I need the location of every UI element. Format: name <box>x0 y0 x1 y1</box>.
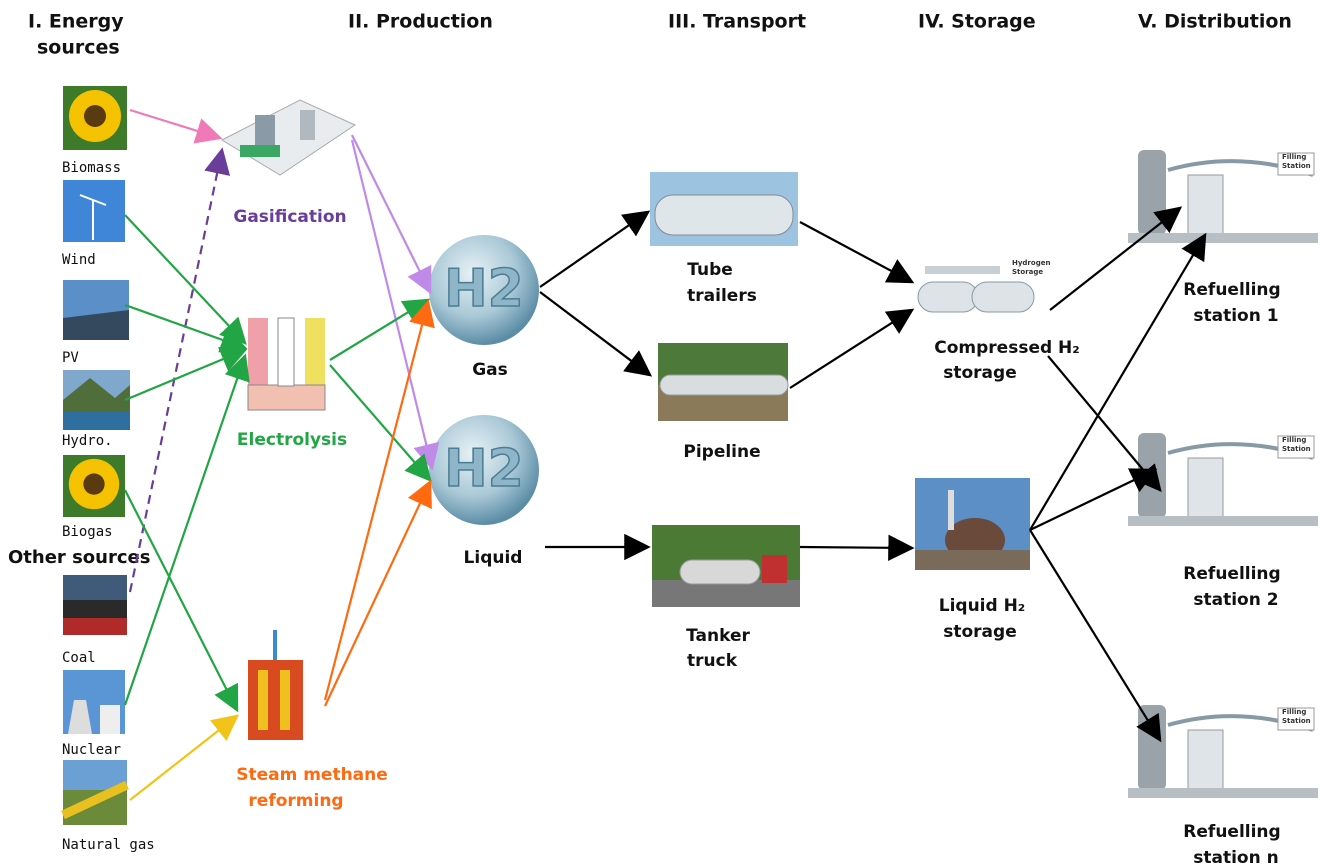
h2-gas-sphere <box>429 235 539 345</box>
arrow <box>124 489 239 713</box>
arrow <box>1029 529 1162 743</box>
tank-sign: Hydrogen <box>1012 259 1050 267</box>
station-sign: Filling <box>1282 153 1306 161</box>
station-label: Refuelling <box>1183 564 1280 584</box>
storage-label: Compressed H₂ <box>934 338 1079 358</box>
arrow <box>324 479 432 707</box>
liquid-storage-icon <box>915 478 1030 570</box>
process-label: Gasification <box>233 207 346 227</box>
storage-label: storage <box>943 363 1016 383</box>
state-label: Liquid <box>464 548 523 568</box>
arrow <box>1047 355 1162 493</box>
source-label: Natural gas <box>62 837 155 853</box>
transport-label: Tanker <box>686 626 750 646</box>
arrow <box>799 221 915 284</box>
arrow <box>789 308 915 389</box>
header: II. Production <box>348 11 493 33</box>
station-sign: Station <box>1282 717 1311 725</box>
arrow <box>123 353 250 706</box>
natural-gas-icon <box>61 760 129 825</box>
arrow <box>129 714 240 801</box>
arrows <box>123 108 1207 801</box>
transport-label: Tube <box>687 260 733 280</box>
station-label: station 1 <box>1193 306 1278 326</box>
station-label: Refuelling <box>1183 280 1280 300</box>
source-label: Wind <box>62 252 96 268</box>
transport-label: trailers <box>687 286 757 306</box>
arrow <box>124 303 248 353</box>
biomass-icon <box>63 86 127 150</box>
source-label: Biomass <box>62 160 121 176</box>
arrow <box>539 291 653 377</box>
source-label: Hydro. <box>62 433 113 449</box>
pipeline-icon <box>658 343 789 421</box>
process-label: Steam methane <box>236 765 388 785</box>
storage-label: storage <box>943 622 1016 642</box>
other-sources-label: Other sources <box>8 547 150 568</box>
h2-liquid-sphere <box>429 415 539 525</box>
station-label: station n <box>1193 848 1278 866</box>
header: IV. Storage <box>918 11 1036 33</box>
arrow <box>329 298 431 361</box>
arrow <box>329 364 432 482</box>
tanker-truck-icon <box>652 525 800 607</box>
arrow <box>323 299 435 701</box>
station-sign: Station <box>1282 445 1311 453</box>
nuclear-icon <box>63 670 125 734</box>
source-label: Biogas <box>62 524 113 540</box>
pv-icon <box>63 280 129 340</box>
arrow <box>539 210 651 288</box>
arrow <box>124 346 248 402</box>
header: III. Transport <box>668 11 806 33</box>
tube-trailer-icon <box>650 172 798 246</box>
transport-label: Pipeline <box>683 442 760 462</box>
arrow <box>799 534 915 561</box>
process-label: Electrolysis <box>237 430 347 450</box>
electrolysis-icon <box>247 317 326 411</box>
header: V. Distribution <box>1138 11 1292 33</box>
tank-sign: Storage <box>1012 268 1043 276</box>
biogas-icon <box>63 455 125 517</box>
station-sign: Filling <box>1282 436 1306 444</box>
source-label: Coal <box>62 650 96 666</box>
arrow <box>1049 206 1183 311</box>
source-label: PV <box>62 350 79 366</box>
arrow <box>1029 468 1158 531</box>
process-label: reforming <box>248 791 343 811</box>
arrow <box>129 108 223 144</box>
arrow <box>124 214 247 345</box>
compressed-storage-icon <box>917 266 1035 313</box>
source-label: Nuclear <box>62 742 121 758</box>
header: sources <box>37 37 120 59</box>
state-label: Gas <box>472 360 508 380</box>
arrow <box>351 134 432 295</box>
hydro-icon <box>63 370 130 430</box>
header: I. Energy <box>28 11 124 33</box>
station-label: station 2 <box>1193 590 1278 610</box>
arrow <box>350 139 440 471</box>
h2-symbol: H2 <box>444 439 524 499</box>
wind-icon <box>63 180 125 242</box>
storage-label: Liquid H₂ <box>939 596 1026 616</box>
arrow <box>128 147 231 593</box>
gasification-icon <box>220 99 357 176</box>
station-sign: Station <box>1282 162 1311 170</box>
reformer-icon <box>248 630 303 740</box>
transport-label: truck <box>687 651 738 671</box>
station-sign: Filling <box>1282 708 1306 716</box>
station-label: Refuelling <box>1183 822 1280 842</box>
arrow <box>1029 232 1207 531</box>
h2-symbol: H2 <box>444 259 524 319</box>
coal-icon <box>63 575 127 635</box>
